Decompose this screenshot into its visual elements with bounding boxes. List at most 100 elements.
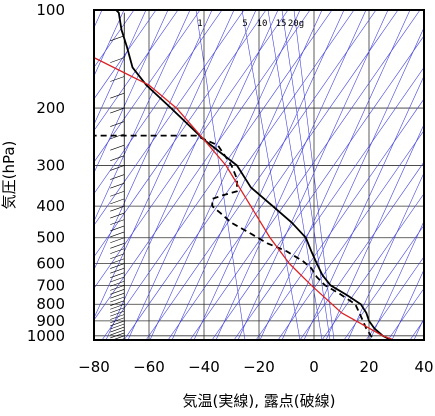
mixing-ratio-label: 5 [242,19,247,29]
profile-series-layer [94,10,395,340]
guide-lines-layer [94,10,424,340]
adiabat-guide-line [211,35,424,340]
wind-barb [110,307,125,314]
adiabat-guide-line [189,10,421,340]
isotherm-guide-line [127,10,279,340]
wind-barb [110,263,125,269]
y-tick-label: 400 [36,197,65,215]
mixing-ratio-guide-line [293,10,335,340]
x-tick-label: −80 [78,358,110,376]
y-tick-label: 200 [36,99,65,117]
isotherm-guide-line [281,26,424,340]
x-tick-label: −60 [133,358,165,376]
adiabat-guide-line [94,10,267,258]
wind-barb [110,296,125,303]
y-tick-label: 600 [36,255,65,273]
adiabat-guide-line [233,66,424,340]
isotherm-guide-line [94,10,235,319]
wind-barb [110,190,125,197]
isotherm-guide-line [94,10,191,222]
wind-barb [110,35,125,42]
wind-barb [110,198,125,205]
y-tick-label: 900 [36,312,65,330]
wind-barb [110,231,125,238]
adiabat-guide-line [94,10,201,163]
adiabat-guide-line [387,287,424,340]
adiabat-guide-line [123,10,355,340]
isotherm-guide-line [171,10,323,340]
wind-barb [110,212,125,219]
adiabat-guide-line [145,10,377,340]
adiabat-guide-line [94,10,289,289]
wind-barb [110,289,125,295]
x-tick-label: −20 [243,358,275,376]
wind-barb [110,258,125,265]
wind-barb [110,121,125,127]
x-tick-label: 0 [309,358,319,376]
wind-barb [110,237,125,244]
wind-barb [110,300,125,306]
y-tick-label: 500 [36,229,65,247]
series-line-0 [115,10,392,340]
isotherm-guide-line [105,10,257,340]
isotherm-guide-line [215,10,367,340]
wind-barb [110,329,125,336]
wind-barb [110,107,125,114]
wind-barb [110,292,125,299]
y-axis-title: 気圧(hPa) [0,141,18,210]
wind-barb [110,310,125,317]
mixing-ratio-guide-line [281,10,331,340]
tick-labels-layer: −80 −60 −40 −20 0 20 40 100 200 300 400 500 600 70080… [27,1,434,376]
isotherm-guide-line [94,10,169,174]
adiabat-guide-line [94,10,223,195]
wind-barb [110,332,125,339]
mixing-ratio-label: 10 [257,19,268,29]
isotherm-guide-line [369,220,424,340]
wind-barb [110,165,125,171]
wind-barb [110,182,125,189]
isotherm-guide-line [325,123,424,340]
isotherm-guide-line [193,10,345,340]
wind-barb [110,174,125,180]
adiabat-guide-line [94,10,157,100]
series-line-2 [94,57,395,340]
wind-barb [110,225,125,232]
isotherm-guide-line [149,10,301,340]
mixing-ratio-label: 15 [276,19,287,29]
mixing-ratio-label: 1 [197,19,202,29]
isotherm-guide-line [303,75,424,340]
isotherm-guide-line [347,172,424,340]
adiabat-guide-line [277,129,424,340]
isotherm-guide-line [94,10,213,271]
adiabat-guide-line [94,10,135,68]
adiabat-guide-line [94,10,179,132]
isotherm-guide-line [237,10,389,340]
isotherm-guide-line [94,10,147,126]
adiabat-guide-line [255,98,424,340]
x-tick-label: 40 [414,358,433,376]
series-line-1 [94,134,373,338]
wind-barb [110,303,125,310]
adiabat-guide-line [94,10,311,321]
wind-barb [110,205,125,212]
y-tick-label: 800 [36,295,65,313]
adiabat-guide-line [343,224,424,340]
y-tick-label: 700 [36,276,65,294]
wind-barb [110,144,125,151]
adiabat-guide-line [321,193,424,340]
wind-barb [110,253,125,260]
mixing-ratio-labels-layer: 1 5 10 15 20g [197,19,304,29]
wind-barb [110,320,125,327]
mixing-ratio-label: 20g [288,19,304,29]
wind-barb [110,92,125,99]
wind-barb [110,314,125,320]
wind-barbs-layer [110,12,125,340]
wind-barb [110,285,125,291]
wind-barb [110,280,125,287]
adiabat-guide-line [101,10,333,340]
wind-barb [110,248,125,254]
wind-barb [110,272,125,278]
adiabat-guide-line [299,161,424,340]
